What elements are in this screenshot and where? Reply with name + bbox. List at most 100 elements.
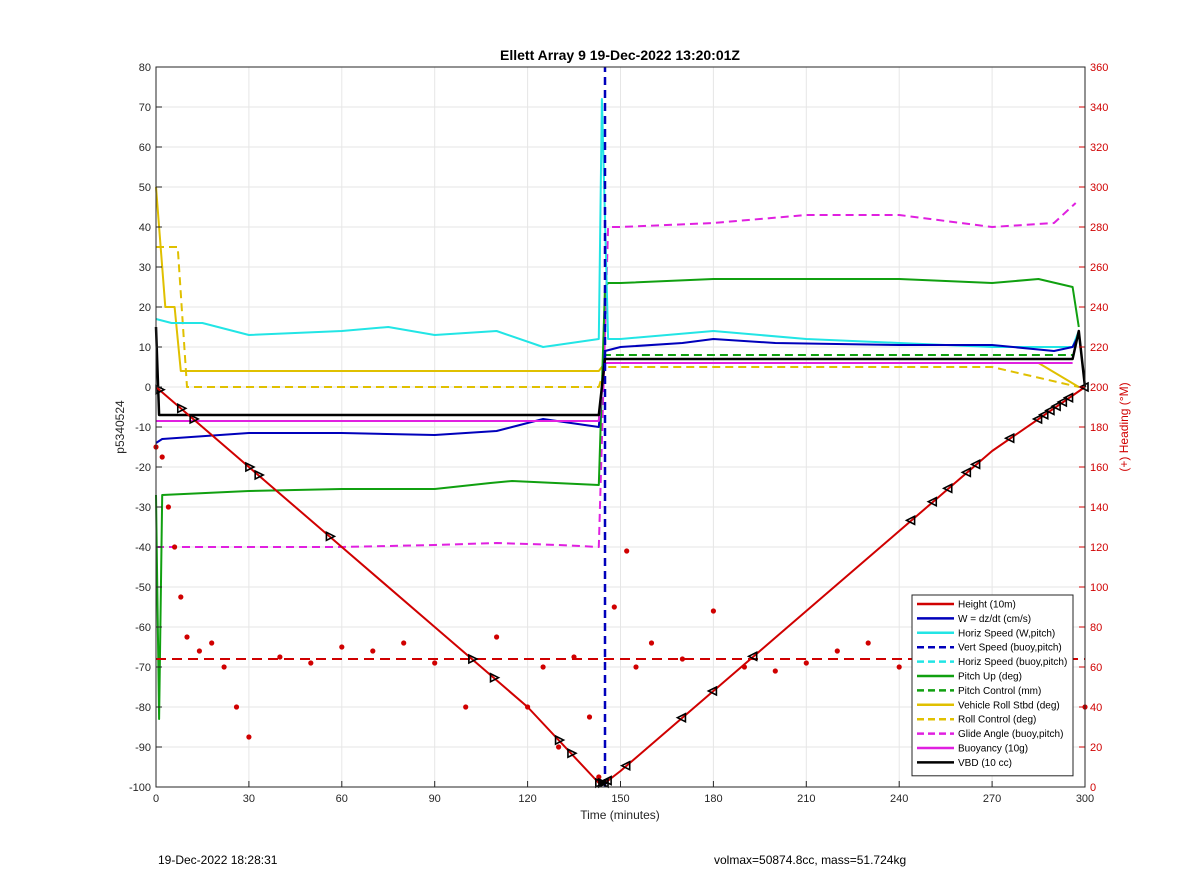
y-tick-label: -60 [135,622,151,634]
y2-tick-label: 120 [1090,542,1108,554]
series-line-glide [156,202,1077,548]
y-tick-label: 40 [139,222,151,234]
heading-point [159,454,165,460]
y2-tick-label: 200 [1090,382,1108,394]
series-line-w [155,334,1080,444]
y-tick-label: -10 [135,422,151,434]
height-marker [746,651,758,662]
heading-point [172,544,178,550]
heading-point [710,608,717,614]
height-marker [1031,413,1043,425]
heading-point [463,704,469,710]
y-tick-label: 50 [139,182,151,194]
legend-label: Vert Speed (buoy,pitch) [958,643,1062,654]
legend-label: Horiz Speed (W,pitch) [958,628,1055,639]
heading-point [401,640,407,646]
heading-point [624,548,630,554]
series-line-vbd [154,326,1087,417]
legend-label: VBD (10 cc) [958,758,1012,769]
y2-tick-label: 60 [1090,662,1102,674]
height-marker [619,760,631,771]
heading-point [896,664,902,670]
heading-point [178,594,184,600]
y-tick-label: -80 [135,702,151,714]
y2-tick-label: 160 [1090,462,1108,474]
y2-tick-label: 320 [1090,142,1108,154]
y2-tick-label: 240 [1090,302,1108,314]
x-tick-label: 60 [336,793,348,805]
y-tick-label: -20 [135,462,151,474]
height-marker [468,653,479,665]
height-marker [325,531,337,542]
heading-point [648,640,655,646]
y-tick-label: -90 [135,742,151,754]
height-marker [601,775,612,786]
legend-label: W = dz/dt (cm/s) [958,614,1031,625]
heading-point [196,648,202,654]
legend: Height (10m) W = dz/dt (cm/s) Horiz Speed … [911,594,1074,777]
y2-tick-label: 20 [1090,742,1102,754]
x-tick-label: 150 [611,793,629,805]
x-tick-label: 90 [429,793,441,805]
height-marker [1037,409,1049,421]
series-layer [153,67,1089,789]
height-marker [904,515,916,526]
heading-point [556,744,562,750]
height-marker [1062,392,1074,403]
height-markers [155,381,1089,789]
height-marker [1050,400,1061,412]
x-tick-label: 270 [983,793,1001,805]
legend-label: Glide Angle (buoy,pitch) [958,729,1063,740]
y-tick-label: -30 [135,502,151,514]
heading-point [233,704,240,710]
heading-point [308,660,314,666]
y-tick-label: 10 [139,342,151,354]
y2-tick-label: 80 [1090,622,1102,634]
legend-box [911,594,1074,777]
height-marker [489,672,501,683]
legend-label: Roll Control (deg) [958,715,1036,726]
y2-tick-label: 220 [1090,342,1108,354]
heading-point [633,664,639,670]
y-tick-label: -50 [135,582,151,594]
y2-tick-label: 300 [1090,182,1108,194]
axis-ticks: 0 30 60 90 120 150 180 210 240 270 300-100-90-80-7… [129,62,1108,805]
height-marker [675,712,687,723]
height-marker [1056,396,1068,408]
y2-axis-label: (+) Heading (°M) [1117,382,1131,471]
height-marker [189,413,200,425]
y-tick-label: 30 [139,262,151,274]
height-marker [960,467,972,478]
heading-point [865,640,871,646]
y-axis-label: p5340524 [113,400,127,454]
x-tick-label: 120 [518,793,536,805]
heading-point [494,634,500,640]
heading-point [246,734,252,740]
height-marker [567,747,578,759]
height-marker [1044,405,1055,416]
footer-info: volmax=50874.8cc, mass=51.724kg [714,853,907,867]
series-line-horiz [155,98,1080,348]
heading-point [221,664,227,670]
height-marker [254,469,265,481]
heading-point [772,668,778,674]
y-tick-label: 60 [139,142,151,154]
x-tick-label: 210 [797,793,815,805]
heading-point [339,644,345,650]
y-tick-label: 70 [139,102,151,114]
heading-point [741,664,748,670]
height-marker [941,483,953,494]
x-tick-label: 30 [243,793,255,805]
heading-point [432,660,438,666]
height-marker [1003,432,1015,444]
y2-tick-label: 260 [1090,262,1108,274]
heading-point [611,604,617,610]
y2-tick-label: 360 [1090,62,1108,74]
heading-point [571,654,577,660]
x-axis-label: Time (minutes) [580,808,660,822]
y-tick-label: 20 [139,302,151,314]
legend-label: Pitch Control (mm) [958,686,1041,697]
legend-label: Buoyancy (10g) [958,744,1028,755]
y2-tick-label: 180 [1090,422,1108,434]
